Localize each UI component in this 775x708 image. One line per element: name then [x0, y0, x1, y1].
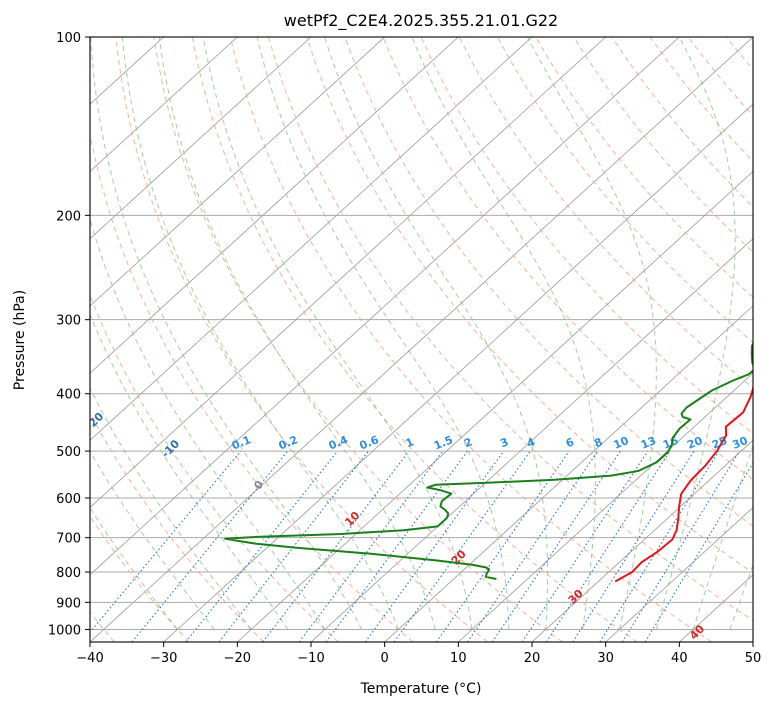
moist-adiabat-line [121, 37, 399, 630]
mixing-ratio-label: 16 [661, 434, 680, 452]
dry-adiabat-line [153, 37, 563, 642]
isotherm-line [90, 37, 533, 441]
dry-adiabat-line [344, 37, 753, 527]
x-tick-label: 0 [381, 651, 389, 666]
dry-adiabat-line [90, 131, 414, 642]
mixing-ratio-line [621, 450, 740, 642]
mixing-ratio-label: 20 [685, 434, 704, 452]
mixing-ratio-label: 3 [498, 435, 510, 450]
y-tick-label: 500 [56, 445, 81, 460]
moist-adiabat-line [90, 313, 289, 630]
y-tick-label: 800 [56, 566, 81, 581]
y-tick-label: 300 [56, 314, 81, 329]
mixing-ratio-line [435, 450, 570, 642]
isotherm-line [90, 37, 312, 240]
moist-adiabat-line [527, 37, 657, 630]
x-tick-label: 10 [450, 651, 467, 666]
mixing-ratio-line [599, 450, 720, 642]
mixing-ratio-line [393, 450, 531, 642]
moist-adiabat-line [158, 37, 436, 630]
isotherm-line [90, 37, 753, 642]
dry-adiabat-line [191, 37, 638, 642]
dry-adiabat-line [496, 37, 753, 344]
chart-title: wetPf2_C2E4.2025.355.21.01.G22 [284, 11, 558, 31]
moist-adiabat-line [90, 217, 326, 630]
isotherm-line [90, 37, 680, 576]
dry-adiabat-lines [90, 37, 753, 642]
x-tick-label: 20 [524, 651, 541, 666]
isotherm-line [531, 439, 753, 642]
isotherm-line [310, 238, 753, 642]
dewpoint-profile-line [224, 231, 753, 580]
x-tick-label: 40 [671, 651, 688, 666]
x-axis-label: Temperature (°C) [360, 681, 482, 697]
dry-adiabat-line [90, 515, 190, 642]
mixing-ratio-label: 13 [639, 434, 658, 452]
dry-adiabat-line [268, 37, 753, 622]
y-tick-label: 900 [56, 596, 81, 611]
mixing-ratio-label: 36 [751, 434, 770, 452]
isotherm-line [90, 37, 606, 509]
dry-adiabat-line [229, 37, 712, 642]
isotherm-line [90, 37, 385, 307]
sounding-series [224, 231, 753, 583]
x-tick-label: −20 [224, 651, 251, 666]
y-tick-label: 100 [56, 31, 81, 46]
mixing-ratio-line [90, 450, 242, 634]
x-tick-label: −40 [76, 651, 103, 666]
moist-adiabat-line [90, 450, 215, 630]
moist-adiabat-line [202, 37, 473, 630]
moist-adiabat-line [324, 37, 549, 630]
mixing-ratio-line [131, 450, 289, 642]
mixing-ratio-label: 1 [404, 435, 416, 450]
plot-area: -100-90-80-70-60-50-40-30-20-10010203040… [90, 37, 770, 642]
isotherm-line [90, 37, 459, 374]
isotherm-lines [90, 37, 753, 642]
x-axis-ticks: −40 −30 −20 −10 0 10 20 30 40 50 [76, 642, 761, 666]
mixing-ratio-line [572, 450, 695, 642]
y-tick-label: 600 [56, 492, 81, 507]
dry-adiabat-line [458, 37, 753, 389]
moist-adiabat-line [256, 37, 510, 630]
y-tick-label: 700 [56, 532, 81, 547]
moist-adiabat-lines [90, 37, 753, 630]
temperature-profile-line [614, 385, 753, 583]
dry-adiabat-line [115, 37, 488, 642]
y-tick-label: 1000 [48, 623, 81, 638]
x-tick-label: 50 [745, 651, 762, 666]
isotherm-line [163, 103, 753, 642]
mixing-ratio-label: 2 [462, 435, 474, 450]
mixing-ratio-line [644, 461, 753, 642]
mixing-ratio-label: 10 [612, 434, 631, 452]
isotherm-line [384, 305, 753, 642]
mixing-ratio-label: 8 [592, 435, 604, 450]
y-axis-label: Pressure (hPa) [12, 290, 28, 390]
y-axis-ticks: 1000 900 800 700 600 500 400 300 200 100 [48, 31, 90, 638]
moist-adiabat-line [90, 37, 363, 630]
isotherm-line [237, 170, 753, 642]
isotherm-line [458, 372, 753, 642]
moist-adiabat-line [411, 37, 596, 630]
moist-adiabat-line [90, 387, 252, 630]
dry-adiabat-line [306, 37, 753, 574]
plot-frame [89, 36, 754, 643]
y-tick-label: 400 [56, 388, 81, 403]
x-tick-label: −10 [297, 651, 324, 666]
y-tick-label: 200 [56, 209, 81, 224]
isotherm-line [605, 507, 753, 642]
mixing-ratio-line [185, 450, 339, 642]
x-tick-label: 30 [597, 651, 614, 666]
dry-adiabat-line [90, 412, 264, 642]
mixing-ratio-label: 30 [730, 434, 749, 452]
mixing-ratio-line [262, 450, 410, 642]
dry-adiabat-line [90, 293, 339, 642]
mixing-ratio-line [467, 450, 599, 642]
x-tick-label: −30 [150, 651, 177, 666]
isotherm-line [90, 37, 238, 172]
